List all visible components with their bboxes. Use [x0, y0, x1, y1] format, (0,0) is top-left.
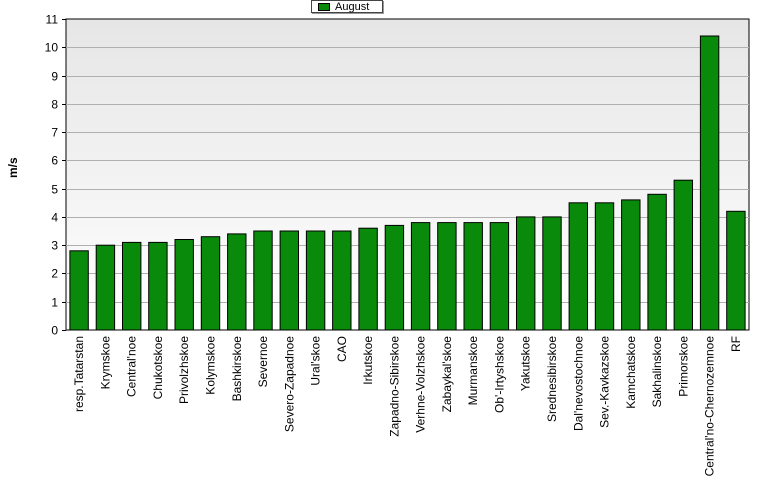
bar — [542, 216, 562, 331]
y-tick-label: 6 — [51, 154, 58, 168]
y-tick-label: 2 — [51, 267, 58, 281]
x-tick-label: Kamchatskoe — [624, 336, 638, 409]
bar — [726, 210, 746, 331]
bar — [437, 222, 457, 331]
y-tick-label: 4 — [51, 211, 58, 225]
bars — [69, 35, 746, 331]
y-tick-label: 7 — [51, 126, 58, 140]
y-axis-label: m/s — [6, 157, 20, 178]
bar — [69, 250, 89, 331]
bar — [384, 224, 405, 331]
y-tick-label: 5 — [51, 183, 58, 197]
x-tick-label: Zapadno-Sibirskoe — [387, 336, 401, 437]
x-tick-label: CAO — [335, 336, 349, 362]
x-axis-ticks: resp.Tatarstan Krymskoe Central'noe Chukots… — [72, 336, 743, 477]
x-tick-label: Yakutskoe — [519, 336, 533, 391]
x-tick-label: Ural'skoe — [309, 336, 323, 386]
bar — [358, 227, 378, 331]
x-tick-label: Dal'nevostochnoe — [571, 336, 585, 431]
plot-area — [65, 18, 750, 331]
bar — [673, 179, 693, 331]
bar — [568, 202, 588, 331]
x-tick-label: Kolymskoe — [204, 336, 218, 395]
y-axis-ticks: 0 1 2 3 4 5 6 7 8 9 10 11 — [45, 13, 66, 338]
bar — [516, 216, 536, 331]
x-tick-label: Bashkirskoe — [230, 336, 244, 402]
x-tick-label: Severnoe — [256, 336, 270, 388]
bar — [227, 233, 247, 331]
x-tick-label: Zabaykal'skoe — [440, 336, 454, 413]
y-tick-label: 10 — [45, 41, 59, 55]
y-tick-label: 9 — [51, 70, 58, 84]
x-tick-label: Sev.-Kavkazskoe — [598, 336, 612, 428]
bar — [463, 222, 483, 331]
bar — [279, 230, 300, 331]
x-tick-label: RF — [729, 336, 743, 352]
x-tick-label: Privolzhskoe — [177, 336, 191, 404]
y-tick-label: 11 — [46, 13, 59, 27]
x-tick-label: Murmanskoe — [466, 336, 480, 406]
bar — [95, 244, 116, 331]
x-tick-label: Ob'-Irtyshskoe — [492, 336, 506, 413]
x-tick-label: Severo-Zapadnoe — [282, 336, 296, 432]
x-tick-label: Primorskoe — [676, 336, 690, 397]
x-tick-label: Sakhalinskoe — [650, 336, 664, 408]
bar — [647, 193, 667, 331]
bar — [621, 199, 641, 331]
x-tick-label: resp.Tatarstan — [72, 336, 86, 412]
x-tick-label: Irkutskoe — [361, 336, 375, 385]
x-tick-label: Srednesibirskoe — [545, 336, 559, 422]
bar — [122, 241, 142, 331]
y-tick-label: 0 — [51, 324, 58, 338]
x-tick-label: Verhne-Volzhskoe — [414, 336, 428, 433]
bar — [489, 222, 510, 331]
bar — [253, 230, 273, 331]
bar — [148, 241, 168, 331]
x-tick-label: Chukotskoe — [151, 336, 165, 400]
legend-label: August — [335, 1, 370, 13]
y-tick-label: 8 — [51, 98, 58, 112]
x-tick-label: Central'no-Chernozemnoe — [703, 336, 717, 477]
y-tick-label: 3 — [51, 239, 58, 253]
bar — [594, 202, 615, 331]
bar — [305, 230, 326, 331]
bar — [410, 222, 431, 331]
bar — [699, 35, 720, 331]
bar — [332, 230, 352, 331]
legend-swatch — [318, 3, 330, 11]
x-tick-label: Central'noe — [125, 336, 139, 397]
y-tick-label: 1 — [51, 296, 58, 310]
bar — [200, 236, 221, 331]
bar — [174, 239, 194, 331]
legend: August — [311, 0, 383, 13]
x-tick-label: Krymskoe — [98, 336, 112, 390]
